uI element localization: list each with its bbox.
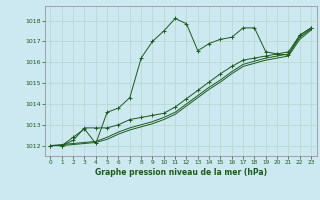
X-axis label: Graphe pression niveau de la mer (hPa): Graphe pression niveau de la mer (hPa) <box>95 168 267 177</box>
